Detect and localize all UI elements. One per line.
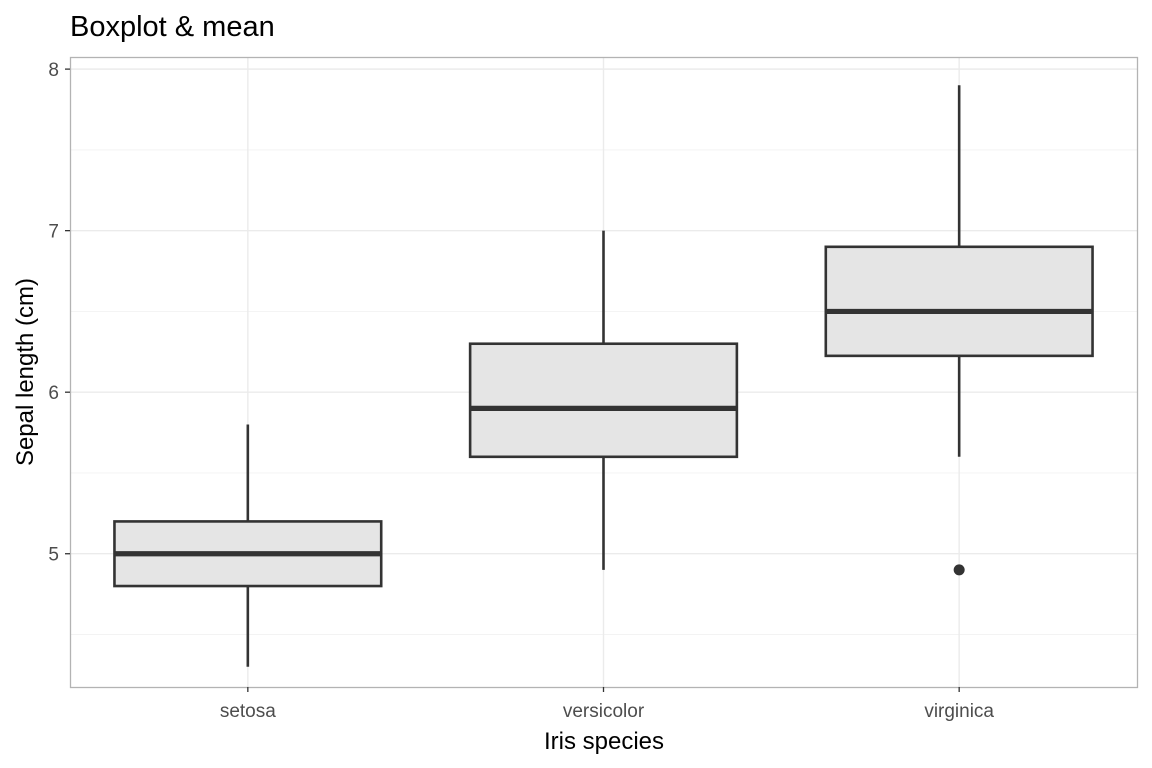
x-axis-title: Iris species <box>544 728 664 755</box>
y-tick-label: 6 <box>48 383 59 404</box>
y-tick-label: 5 <box>48 545 59 566</box>
box-virginica <box>824 85 1094 576</box>
y-tick-label: 7 <box>48 222 59 243</box>
x-axis-ticks: setosa versicolor virginica <box>220 687 994 722</box>
y-tick-label: 8 <box>48 60 59 81</box>
y-axis-title: Sepal length (cm) <box>12 278 39 466</box>
y-axis-ticks: 5 6 7 8 <box>48 60 70 566</box>
box-iqr <box>824 245 1094 358</box>
box-versicolor <box>468 230 739 570</box>
box-iqr <box>468 342 739 459</box>
box-series <box>113 85 1094 667</box>
x-tick-label-versicolor: versicolor <box>563 701 645 722</box>
chart-title: Boxplot & mean <box>70 11 275 43</box>
outlier-point <box>953 564 965 576</box>
x-tick-label-setosa: setosa <box>220 701 276 722</box>
x-tick-label-virginica: virginica <box>924 701 994 722</box>
box-setosa <box>113 424 383 667</box>
